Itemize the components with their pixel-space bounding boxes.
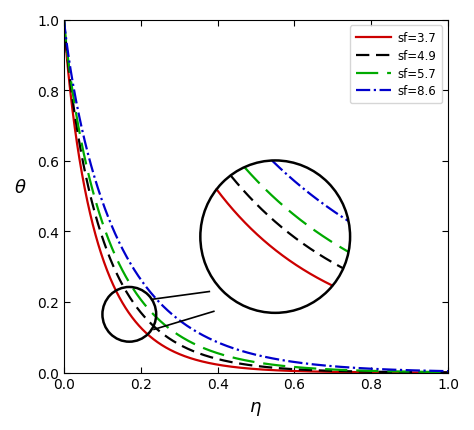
sf=4.9	[361, 369, 366, 374]
sf=3.7	[367, 370, 373, 375]
Y-axis label: θ: θ	[15, 178, 26, 197]
sf=5.7	[61, 18, 67, 23]
sf=8.6	[230, 346, 236, 351]
sf=5.7	[217, 351, 222, 356]
X-axis label: η: η	[250, 397, 262, 415]
sf=4.9	[325, 368, 330, 373]
sf=4.9	[100, 238, 106, 243]
sf=5.7	[361, 368, 366, 373]
sf=4.9	[367, 369, 373, 375]
sf=8.6	[367, 366, 373, 372]
sf=5.7	[325, 367, 330, 372]
Line: sf=8.6: sf=8.6	[64, 21, 448, 371]
sf=8.6	[217, 341, 222, 346]
Line: sf=3.7: sf=3.7	[64, 21, 448, 373]
sf=8.6	[361, 366, 366, 371]
sf=8.6	[445, 369, 451, 374]
sf=3.7	[217, 362, 222, 368]
Line: sf=4.9: sf=4.9	[64, 21, 448, 372]
sf=3.7	[230, 365, 236, 370]
sf=3.7	[61, 18, 67, 23]
sf=3.7	[445, 370, 451, 375]
Line: sf=5.7: sf=5.7	[64, 21, 448, 372]
sf=3.7	[361, 370, 366, 375]
Legend: sf=3.7, sf=4.9, sf=5.7, sf=8.6: sf=3.7, sf=4.9, sf=5.7, sf=8.6	[350, 26, 442, 104]
sf=8.6	[325, 363, 330, 369]
sf=5.7	[230, 355, 236, 360]
sf=4.9	[61, 18, 67, 23]
Ellipse shape	[201, 161, 350, 313]
sf=5.7	[100, 223, 106, 228]
sf=3.7	[325, 369, 330, 375]
sf=4.9	[217, 357, 222, 362]
sf=3.7	[100, 258, 106, 263]
sf=5.7	[367, 369, 373, 374]
sf=8.6	[61, 18, 67, 23]
sf=8.6	[100, 202, 106, 207]
sf=5.7	[445, 370, 451, 375]
sf=4.9	[230, 360, 236, 365]
sf=4.9	[445, 370, 451, 375]
